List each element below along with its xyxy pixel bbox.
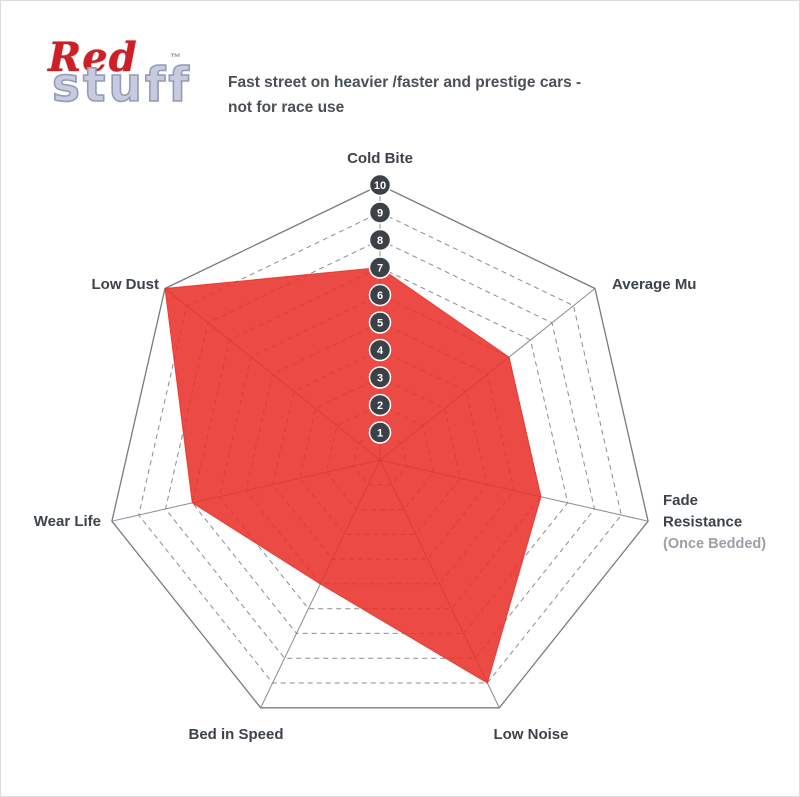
axis-label-wear-life: Wear Life [34,513,101,530]
scale-badge-label: 10 [374,180,386,192]
scale-badge-label: 2 [377,400,383,412]
axis-label-fade-resistance-once-bedded: (Once Bedded) [663,536,766,552]
scale-badge [368,256,392,279]
grid-ring [164,239,596,659]
scale-badge [368,283,392,307]
redstuff-logo: Red ™ stuff [46,38,216,128]
scale-badge-label: 5 [377,318,383,330]
scale-badge [368,311,392,334]
scale-badge [368,201,392,224]
chart-description: Fast street on heavier /faster and prest… [228,70,688,120]
scale-badge-label: 1 [377,428,383,440]
trademark-symbol: ™ [170,52,181,64]
grid-outer-ring [111,184,649,709]
axis-label-average-mu: Average Mu [612,276,696,293]
description-line-2: not for race use [228,99,345,116]
scale-badge [368,173,392,197]
axis-label-bed-in-speed: Bed in Speed [188,726,283,743]
scale-badge [368,338,392,362]
scale-badge [368,421,392,444]
scale-badge-label: 3 [377,373,383,385]
data-polygon [164,266,542,684]
scale-badge-label: 8 [377,235,383,247]
axis-label-low-noise: Low Noise [493,726,568,743]
axis-label-low-dust: Low Dust [92,276,160,293]
scale-badge [368,228,392,252]
axis-label-fade-resistance-once-bedded: Fade [663,492,698,509]
description-line-1: Fast street on heavier /faster and prest… [228,74,582,91]
axis-label-fade-resistance-once-bedded: Resistance [663,514,742,531]
scale-badge-label: 6 [377,290,383,302]
logo-stuff-text: stuff [51,58,192,113]
scale-badge-label: 7 [377,263,383,275]
scale-badge-label: 9 [377,208,383,220]
logo-red-text: Red [48,34,138,81]
scale-badge [368,366,392,389]
axis-label-cold-bite: Cold Bite [347,150,413,167]
scale-badge [368,393,392,417]
scale-badge-label: 4 [377,345,384,357]
